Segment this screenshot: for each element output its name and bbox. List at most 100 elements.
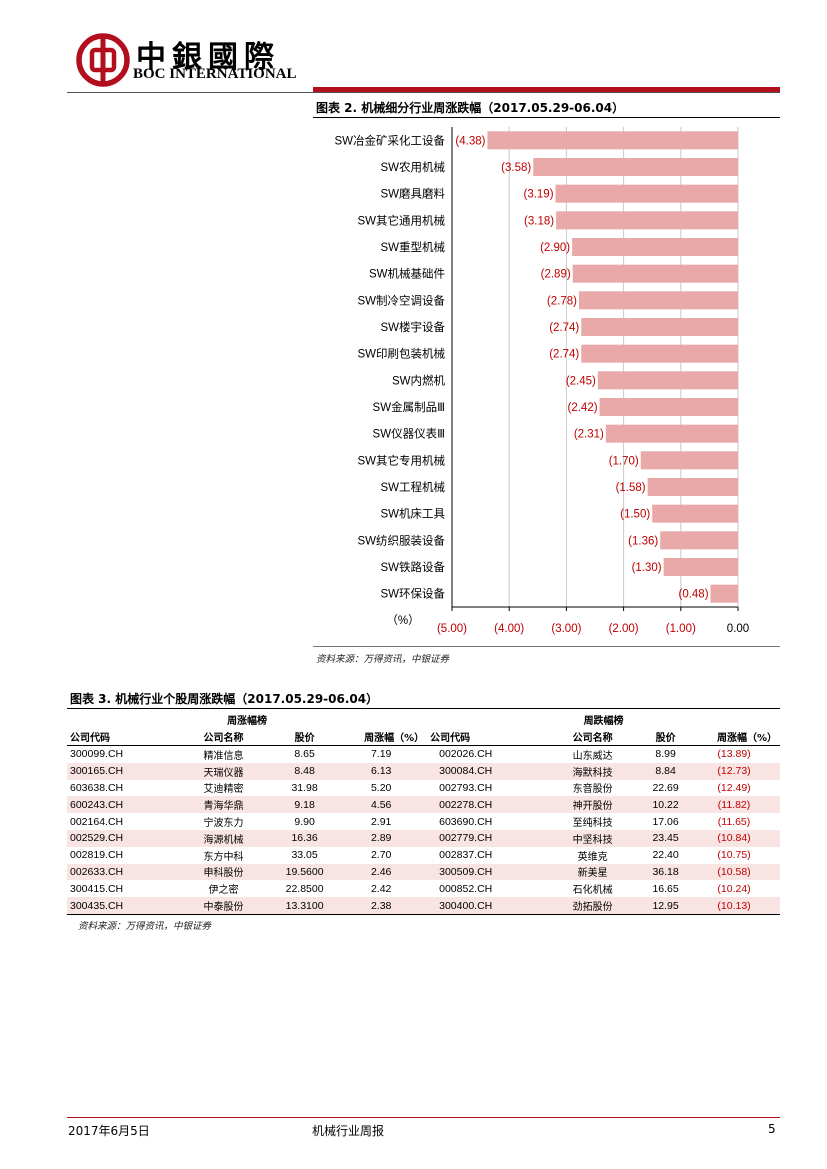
table-cell: 东方中科 — [203, 851, 244, 863]
table-cell: 603638.CH — [70, 781, 124, 794]
table-cell: 艾迪精密 — [203, 784, 244, 796]
gainers-group-header: 周涨幅榜 — [227, 716, 268, 727]
table-cell: 9.90 — [294, 815, 315, 828]
bar — [652, 504, 738, 523]
bar — [556, 211, 738, 230]
table-cell: 002819.CH — [70, 849, 124, 862]
table-cell: 山东威达 — [572, 750, 613, 762]
weekly-change-cell: (11.65) — [717, 815, 751, 828]
weekly-change-cell: (11.82) — [688, 796, 780, 814]
table-cell: 002278.CH — [427, 796, 543, 814]
data-label: (2.31) — [574, 429, 604, 441]
table-cell: 31.98 — [291, 781, 318, 794]
table-cell: 新美星 — [542, 863, 644, 881]
table-cell: 19.5600 — [274, 863, 336, 881]
header-red-rule — [313, 87, 780, 93]
table-cell: 申科股份 — [173, 863, 274, 881]
data-label: (3.18) — [524, 215, 554, 227]
table-row: 002529.CH 海源机械 16.36 2.89 002779.CH 中坚科技 23.45… — [67, 829, 780, 847]
data-label: (2.42) — [568, 402, 598, 414]
weekly-change-cell: (10.58) — [688, 863, 780, 881]
table-body: 300099.CH 精准信息 8.65 7.19 002026.CH 山东威达 8.99 (1… — [67, 746, 780, 915]
table-row: 002164.CH 宁波东力 9.90 2.91 603690.CH 至纯科技 17.06 (… — [67, 813, 780, 830]
column-header: 股价 — [274, 727, 336, 746]
table-cell: 8.99 — [655, 748, 676, 761]
bar — [572, 264, 738, 283]
weekly-change-cell: (12.73) — [688, 762, 780, 780]
company-english-name: BOC INTERNATIONAL — [133, 66, 297, 82]
column-header: 公司代码 — [67, 727, 173, 746]
table-cell: 002529.CH — [67, 829, 173, 847]
table-cell: 至纯科技 — [572, 818, 613, 830]
table-cell: 2.42 — [370, 882, 392, 895]
category-label: SW纺织服装设备 — [357, 533, 445, 547]
table-cell: 2.91 — [370, 815, 392, 828]
table-cell: 23.45 — [643, 829, 689, 847]
table-cell: 36.18 — [643, 863, 689, 881]
table-cell: 2.46 — [335, 863, 428, 881]
header-black-rule — [67, 92, 780, 93]
footer-rule — [67, 1117, 780, 1118]
table-cell: 002026.CH — [439, 748, 493, 761]
category-label: SW机械基础件 — [369, 267, 445, 281]
category-label: SW重型机械 — [380, 240, 445, 254]
figure3-title: 图表 3. 机械行业个股周涨跌幅（2017.05.29-06.04） — [70, 692, 379, 706]
bar — [555, 184, 738, 203]
data-label: (1.36) — [628, 535, 658, 547]
losers-group-header: 周跌幅榜 — [583, 716, 624, 727]
column-header: 公司名称 — [542, 727, 644, 746]
column-header: 周涨幅（%） — [335, 727, 428, 746]
table-cell: 8.84 — [643, 762, 689, 780]
table-cell: 12.95 — [643, 897, 689, 915]
table-row: 603638.CH 艾迪精密 31.98 5.20 002793.CH 东音股份 22.69… — [67, 780, 780, 797]
stock-change-table: 周涨幅榜 周跌幅榜 公司代码 公司名称 股价 周涨幅（%） 公司代码 公司名称 股价 周涨幅（… — [67, 712, 780, 915]
data-label: (2.45) — [566, 375, 596, 387]
table-header-row: 公司代码 公司名称 股价 周涨幅（%） 公司代码 公司名称 股价 周涨幅（%） — [67, 727, 780, 746]
figure2-title-rule — [313, 117, 780, 118]
table-row: 300415.CH 伊之密 22.8500 2.42 000852.CH 石化机械 16.6… — [67, 880, 780, 897]
table-cell: 22.8500 — [285, 882, 324, 895]
table-cell: 宁波东力 — [203, 818, 244, 830]
table-cell: 16.65 — [652, 882, 679, 895]
bar — [572, 238, 738, 256]
data-label: (1.58) — [616, 482, 646, 494]
data-label: (3.58) — [501, 162, 531, 174]
data-label: (2.90) — [540, 242, 570, 254]
category-label: SW楼宇设备 — [380, 320, 445, 334]
table-cell: 伊之密 — [208, 885, 239, 897]
column-header: 公司代码 — [427, 727, 543, 746]
table-cell: 17.06 — [652, 815, 679, 828]
bar — [597, 371, 738, 390]
weekly-change-cell: (10.84) — [688, 829, 780, 847]
column-header: 周涨幅（%） — [688, 727, 780, 746]
table-cell: 青海华鼎 — [173, 796, 274, 814]
table-cell: 22.69 — [652, 781, 679, 794]
figure2-title: 图表 2. 机械细分行业周涨跌幅（2017.05.29-06.04） — [316, 101, 625, 115]
table-cell: 300509.CH — [427, 863, 543, 881]
weekly-change-cell: (10.75) — [717, 849, 751, 862]
weekly-change-cell: (13.89) — [717, 748, 751, 761]
sector-change-bar-chart: (4.38) SW冶金矿采化工设备 (3.58) SW农用机械 (3.19) SW磨具磨料… — [334, 127, 749, 635]
table-cell: 4.56 — [335, 796, 428, 814]
table-cell: 中坚科技 — [542, 829, 644, 847]
table-row: 600243.CH 青海华鼎 9.18 4.56 002278.CH 神开股份 10.22(… — [67, 796, 780, 814]
category-label: SW内燃机 — [392, 373, 446, 387]
x-tick-label: (5.00) — [437, 623, 467, 635]
table-cell: 海默科技 — [542, 762, 644, 780]
table-cell: 002793.CH — [439, 781, 493, 794]
bar — [487, 131, 738, 150]
bar — [710, 584, 738, 603]
page-number: 5 — [768, 1122, 776, 1136]
category-label: SW机床工具 — [380, 507, 445, 521]
category-label: SW制冷空调设备 — [357, 293, 445, 307]
bar — [647, 478, 738, 496]
category-label: SW印刷包装机械 — [357, 347, 445, 361]
bar — [660, 531, 738, 550]
x-tick-label: (4.00) — [494, 623, 524, 635]
data-label: (2.74) — [549, 349, 579, 361]
table-row: 002819.CH 东方中科 33.05 2.70 002837.CH 英维克 22.40 (… — [67, 847, 780, 864]
bar — [581, 318, 738, 336]
bar — [605, 424, 738, 443]
category-label: SW冶金矿采化工设备 — [334, 133, 445, 147]
table-cell: 7.19 — [370, 748, 392, 761]
